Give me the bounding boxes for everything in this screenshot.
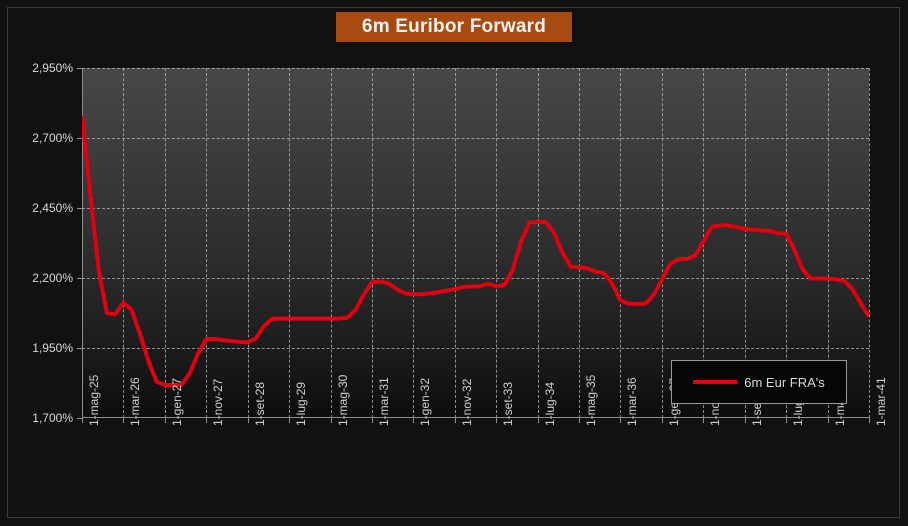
x-axis-tick: [703, 418, 705, 423]
x-axis-tick: [786, 418, 788, 423]
legend-item-label: 6m Eur FRA's: [744, 374, 825, 390]
x-axis-tick: [206, 418, 208, 423]
gridline-vertical: [413, 68, 415, 418]
x-axis-tick: [579, 418, 581, 423]
x-axis-label: 1-set-28: [252, 381, 267, 426]
gridline-vertical: [206, 68, 208, 418]
x-axis-label: 1-mag-35: [584, 374, 599, 426]
plot-area: [82, 68, 870, 418]
x-axis-tick: [537, 418, 539, 423]
y-axis-tick: [77, 68, 82, 69]
gridline-vertical: [371, 68, 373, 418]
gridline-vertical: [164, 68, 166, 418]
page-title: 6m Euribor Forward: [361, 16, 547, 37]
gridline-vertical: [330, 68, 332, 418]
gridline-vertical: [744, 68, 746, 418]
x-axis-label: 1-lug-29: [294, 381, 309, 426]
y-axis-label: 1,950%: [32, 341, 73, 355]
y-axis-tick: [77, 278, 82, 279]
x-axis-label: 1-mag-30: [335, 374, 350, 426]
x-axis-tick: [496, 418, 498, 423]
x-axis-label: 1-set-33: [501, 381, 516, 426]
gridline-vertical: [496, 68, 498, 418]
x-axis-tick: [164, 418, 166, 423]
gridline-vertical: [247, 68, 249, 418]
series-line-6m-eur-fras: [82, 115, 869, 387]
legend-swatch-icon: [693, 380, 738, 384]
x-axis-label: 1-mar-26: [128, 377, 143, 426]
x-axis-tick: [454, 418, 456, 423]
gridline-horizontal: [82, 348, 869, 349]
gridline-vertical: [661, 68, 663, 418]
x-axis-tick: [247, 418, 249, 423]
gridline-vertical: [579, 68, 581, 418]
y-axis-label: 2,200%: [32, 271, 73, 285]
gridline-horizontal: [82, 138, 869, 139]
x-axis-label: 1-mar-41: [874, 377, 888, 426]
y-axis-tick: [77, 348, 82, 349]
gridline-horizontal: [82, 208, 869, 209]
x-axis-label: 1-lug-34: [542, 381, 557, 426]
x-axis-tick: [827, 418, 829, 423]
gridline-vertical: [537, 68, 539, 418]
y-axis-label: 1,700%: [32, 411, 73, 425]
gridline-vertical: [786, 68, 788, 418]
x-axis-tick: [869, 418, 870, 423]
gridline-vertical: [454, 68, 456, 418]
x-axis-tick: [620, 418, 622, 423]
x-axis-label: 1-gen-27: [169, 377, 184, 426]
x-axis-tick: [82, 418, 83, 423]
x-axis-tick: [661, 418, 663, 423]
gridline-horizontal: [82, 278, 869, 279]
gridline-vertical: [869, 68, 870, 418]
chart-title-band: 6m Euribor Forward: [336, 12, 572, 42]
chart-legend[interactable]: 6m Eur FRA's: [671, 360, 847, 404]
y-axis-label: 2,450%: [32, 201, 73, 215]
x-axis-label: 1-mag-25: [87, 374, 101, 426]
x-axis-label: 1-nov-27: [211, 378, 226, 426]
x-axis-label: 1-nov-32: [459, 378, 474, 426]
x-axis-tick: [123, 418, 125, 423]
y-axis-tick: [77, 138, 82, 139]
x-axis-label: 1-mar-31: [376, 377, 391, 426]
gridline-vertical: [827, 68, 829, 418]
gridline-horizontal: [82, 68, 869, 69]
x-axis-tick: [413, 418, 415, 423]
x-axis-tick: [330, 418, 332, 423]
x-axis-label: 1-mar-36: [625, 377, 640, 426]
x-axis-tick: [744, 418, 746, 423]
y-axis-tick: [77, 208, 82, 209]
y-axis-label: 2,700%: [32, 131, 73, 145]
gridline-vertical: [289, 68, 291, 418]
gridline-vertical: [620, 68, 622, 418]
y-axis-label: 2,950%: [32, 61, 73, 75]
x-axis-tick: [371, 418, 373, 423]
series-layer: [82, 115, 869, 387]
y-axis-tick: [77, 418, 82, 419]
x-axis-label: 1-gen-32: [418, 377, 433, 426]
x-axis-tick: [289, 418, 291, 423]
gridline-vertical: [123, 68, 125, 418]
